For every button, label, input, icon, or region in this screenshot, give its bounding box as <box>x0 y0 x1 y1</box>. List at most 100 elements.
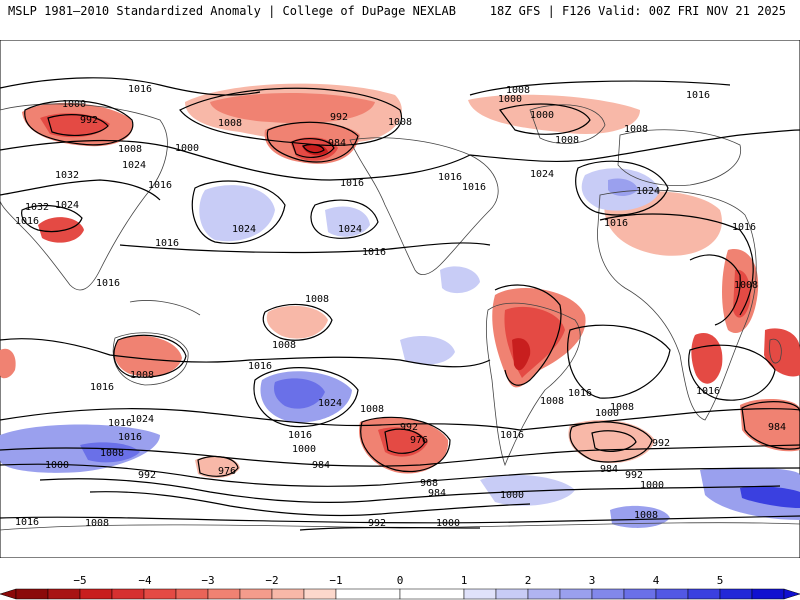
contour-label: 1008 <box>130 370 154 381</box>
contour-label: 1008 <box>218 118 242 129</box>
contour-label: 992 <box>330 112 348 123</box>
isobar-africa-1008 <box>689 254 741 326</box>
coast-south-america <box>485 302 581 467</box>
isobar-northern-1008 <box>0 139 471 181</box>
contour-label: 1000 <box>530 110 554 121</box>
contour-label: 1016 <box>15 517 39 528</box>
anomaly-north-pacific-core <box>210 93 375 124</box>
model-run-info: 18Z GFS | F126 Valid: 00Z FRI NOV 21 202… <box>489 4 786 18</box>
contour-labels: 1016 1000 992 1008 1024 1032 1016 1032 1… <box>15 84 786 529</box>
contour-label: 992 <box>138 470 156 481</box>
colorbar-arrow-right <box>783 588 800 600</box>
contour-label: 1016 <box>248 361 272 372</box>
contour-label: 1016 <box>340 178 364 189</box>
anomaly-siberia-core <box>40 113 110 138</box>
anomaly-atlantic-high-core <box>608 178 638 196</box>
contour-label: 1024 <box>122 160 146 171</box>
contour-label: 1016 <box>696 386 720 397</box>
contour-label: 1008 <box>100 448 124 459</box>
colorbar-swatch <box>463 588 497 600</box>
anomaly-south-indian-low <box>740 398 800 452</box>
contour-label: 1032 <box>55 170 79 181</box>
colorbar-tick-label: 1 <box>461 574 468 587</box>
colorbar-swatches <box>0 588 800 600</box>
isobar-southern-1008 <box>0 444 800 467</box>
coast-asia <box>0 103 168 291</box>
isobar-tasman-976 <box>197 455 239 477</box>
coast-north-america <box>349 137 499 275</box>
colorbar-tick-label: 3 <box>589 574 596 587</box>
anomaly-south-pacific-core <box>378 427 428 457</box>
isobar-southern-984 <box>89 491 531 517</box>
isobar-antarctic-1008 <box>0 515 800 524</box>
contour-label: 1008 <box>118 144 142 155</box>
contour-label: 1008 <box>305 294 329 305</box>
contour-label: 1016 <box>155 238 179 249</box>
colorbar-swatch <box>399 588 465 600</box>
anomaly-west-pacific <box>266 305 328 339</box>
colorbar-swatch <box>335 588 401 600</box>
contour-label: 1024 <box>130 414 154 425</box>
positive-anomaly-areas <box>0 168 800 528</box>
contour-label: 1000 <box>62 99 86 110</box>
contour-label: 1024 <box>55 200 79 211</box>
coast-europe <box>617 129 741 186</box>
isobar-siberia-1000 <box>24 100 134 146</box>
colorbar-swatch <box>591 588 625 600</box>
contour-label: 1016 <box>96 278 120 289</box>
isobar-indian-high-1016 <box>688 344 776 401</box>
isobar-asia-1032 <box>21 205 83 233</box>
anomaly-southern-ocean-west-core <box>80 442 140 463</box>
isobar-alaska-992 <box>266 121 359 163</box>
colorbar-swatch <box>719 588 753 600</box>
isobar-south-pacific-low-992 <box>360 416 451 473</box>
colorbar-swatch <box>47 588 81 600</box>
isobar-alaska-976 <box>302 144 325 154</box>
contour-label: 1016 <box>362 247 386 258</box>
colorbar-swatch <box>111 588 145 600</box>
anomaly-south-atlantic-high <box>400 336 455 365</box>
contour-label: 1024 <box>318 398 342 409</box>
isobar-south-pacific-low-976 <box>384 428 426 454</box>
colorbar-swatch <box>623 588 657 600</box>
contour-label: 976 <box>218 466 236 477</box>
contour-label: 1016 <box>732 222 756 233</box>
contour-label: 1016 <box>108 418 132 429</box>
colorbar-tick-label: 0 <box>397 574 404 587</box>
colorbar-ticks: −5 −4 −3 −2 −1 0 1 2 3 4 5 <box>73 574 723 587</box>
anomaly-south-america-center <box>512 338 531 371</box>
contour-label: 1016 <box>128 84 152 95</box>
mslp-anomaly-map: 1016 1000 992 1008 1024 1032 1016 1032 1… <box>0 40 800 558</box>
contour-label: 1016 <box>686 90 710 101</box>
isobar-europe-1016 <box>469 129 800 163</box>
colorbar: −5 −4 −3 −2 −1 0 1 2 3 4 5 <box>0 574 800 600</box>
contour-label: 992 <box>80 115 98 126</box>
contour-label: 1016 <box>438 172 462 183</box>
contour-label: 1024 <box>530 169 554 180</box>
map-title: MSLP 1981–2010 Standardized Anomaly | Co… <box>8 4 456 18</box>
colorbar-tick-label: −2 <box>265 574 278 587</box>
colorbar-swatch <box>495 588 529 600</box>
contour-label: 1008 <box>555 135 579 146</box>
contour-label: 1000 <box>640 480 664 491</box>
contour-label: 992 <box>368 518 386 529</box>
contour-label: 1024 <box>338 224 362 235</box>
anomaly-east-africa-core <box>733 269 751 318</box>
anomaly-drake <box>480 474 575 506</box>
colorbar-swatch <box>143 588 177 600</box>
contour-label: 984 <box>328 138 346 149</box>
colorbar-swatch <box>303 588 337 600</box>
anomaly-madagascar <box>764 328 800 377</box>
anomaly-east-pacific-high <box>325 206 370 237</box>
anomaly-west-edge <box>0 348 16 379</box>
contour-label: 984 <box>768 422 786 433</box>
contour-label: 1016 <box>462 182 486 193</box>
contour-label: 1008 <box>624 124 648 135</box>
colorbar-tick-label: 2 <box>525 574 532 587</box>
colorbar-tick-label: −5 <box>73 574 86 587</box>
isobar-australia-1008 <box>113 334 187 378</box>
colorbar-tick-label: −3 <box>201 574 214 587</box>
colorbar-swatch <box>751 588 785 600</box>
anomaly-antarctic-east-core <box>740 486 800 508</box>
isobar-south-atlantic-low-992 <box>569 421 653 463</box>
